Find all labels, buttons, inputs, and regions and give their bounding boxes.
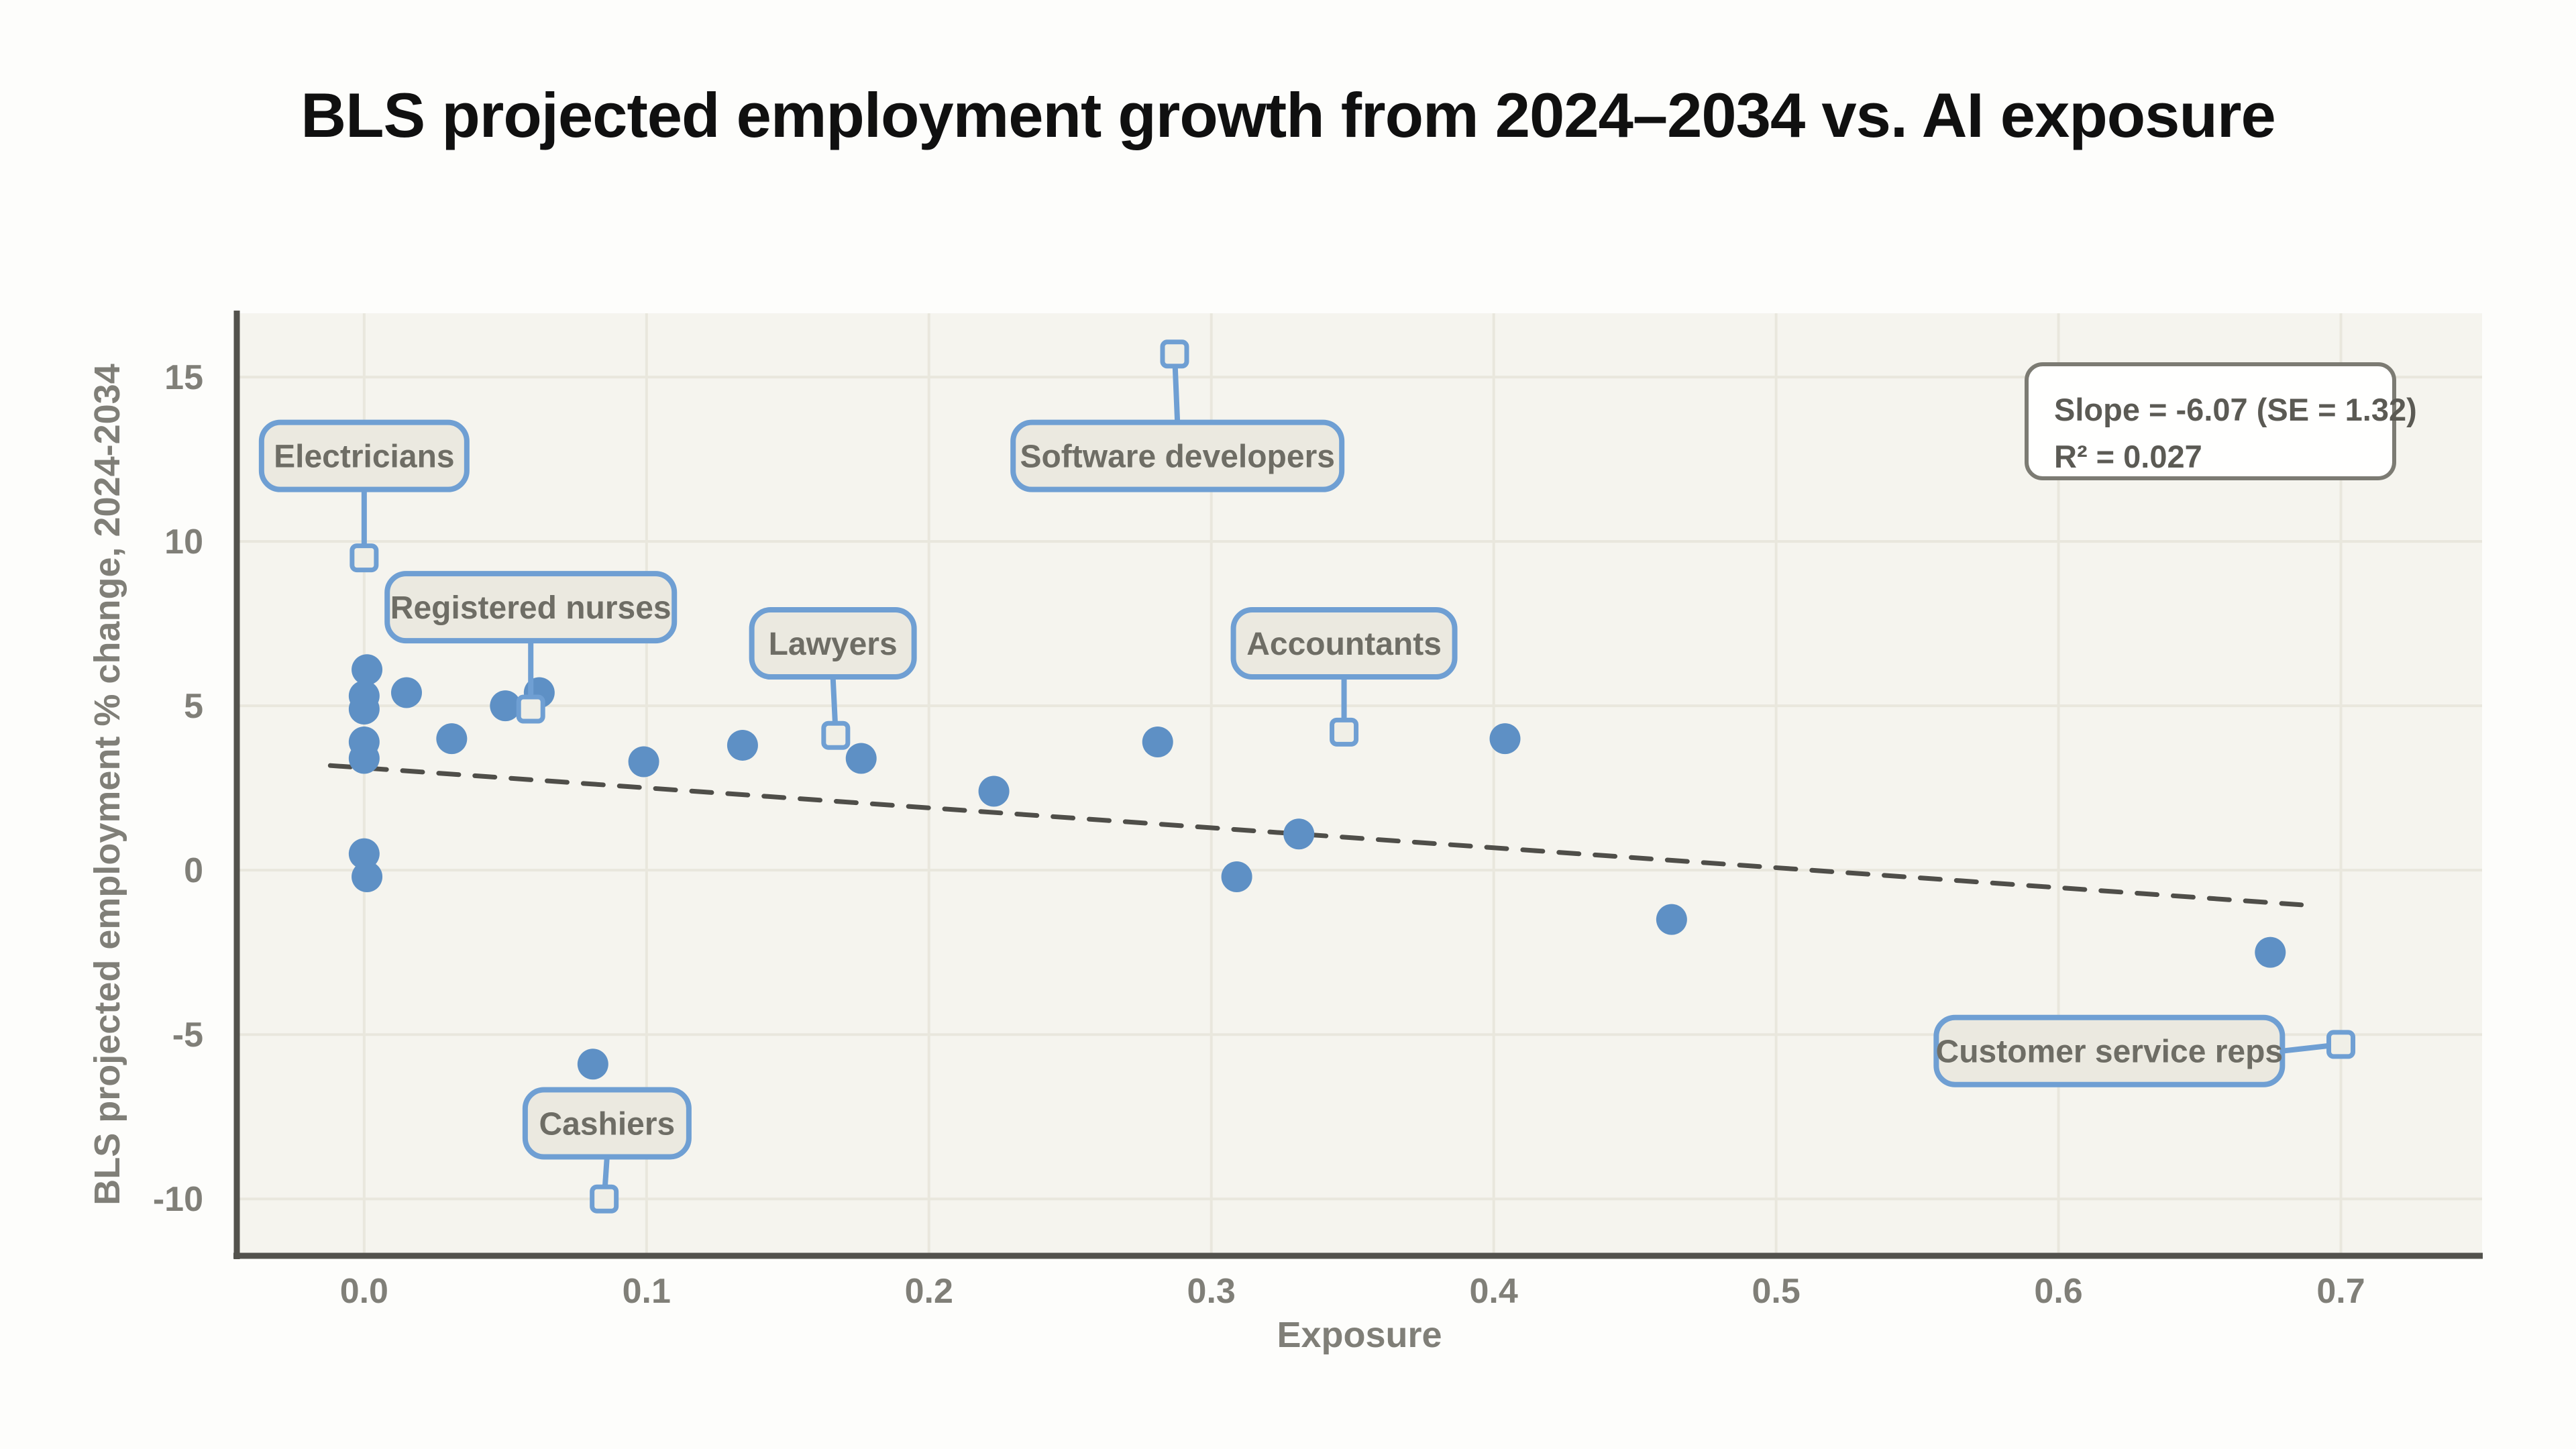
annotation-label-text: Lawyers xyxy=(769,627,898,662)
data-point xyxy=(490,690,521,722)
annotation-label-text: Customer service reps xyxy=(1936,1034,2284,1070)
data-point xyxy=(727,729,758,761)
annotation-label-box xyxy=(258,419,470,492)
stats-slope-text: Slope = -6.07 (SE = 1.32) xyxy=(2054,392,2417,427)
annotation-label-box xyxy=(522,1087,692,1160)
data-point xyxy=(348,694,380,725)
annotation-cashiers: Cashiers xyxy=(522,1087,692,1214)
annotation-point-marker xyxy=(590,1184,619,1214)
x-tick-label-0.7: 0.7 xyxy=(2316,1272,2365,1311)
chart-title: BLS projected employment growth from 202… xyxy=(301,80,2275,150)
data-point xyxy=(2255,936,2286,968)
annotation-label-text: Registered nurses xyxy=(390,590,672,626)
data-point xyxy=(390,677,422,708)
x-axis-label: Exposure xyxy=(1277,1315,1442,1355)
annotation-electricians: Electricians xyxy=(258,419,470,573)
data-point xyxy=(1221,861,1252,892)
annotation-point-marker xyxy=(2326,1030,2356,1059)
data-point xyxy=(628,746,659,777)
y-tick-label-0: 0 xyxy=(184,851,203,890)
annotation-label-box xyxy=(1230,607,1458,680)
x-tick-label-0.3: 0.3 xyxy=(1187,1272,1236,1311)
annotation-label-box xyxy=(1010,419,1345,492)
annotation-label-text: Accountants xyxy=(1246,627,1442,662)
data-point xyxy=(352,654,383,686)
stats-box: Slope = -6.07 (SE = 1.32) R² = 0.027 xyxy=(2025,362,2417,480)
data-point xyxy=(436,723,468,755)
data-point xyxy=(1656,904,1687,935)
data-point xyxy=(348,838,380,869)
annotation-point-marker xyxy=(1160,339,1189,369)
data-point xyxy=(577,1049,608,1080)
annotation-label-box xyxy=(749,607,917,680)
annotation-registered-nurses: Registered nurses xyxy=(384,571,678,724)
stats-r2-text: R² = 0.027 xyxy=(2054,439,2202,474)
annotation-point-marker xyxy=(350,543,379,573)
x-tick-label-0.2: 0.2 xyxy=(905,1272,953,1311)
annotation-label-box xyxy=(1933,1014,2286,1087)
data-point xyxy=(1142,727,1173,758)
annotation-label-text: Cashiers xyxy=(539,1107,675,1142)
data-point xyxy=(1283,818,1315,850)
y-tick-label-10: 10 xyxy=(164,523,203,561)
data-point xyxy=(845,743,877,774)
annotation-point-marker xyxy=(1330,717,1359,747)
y-tick-label--5: -5 xyxy=(172,1016,203,1055)
data-point xyxy=(978,775,1010,807)
annotation-label-box xyxy=(384,571,678,644)
y-tick-label--10: -10 xyxy=(153,1180,203,1219)
annotation-lawyers: Lawyers xyxy=(749,607,917,750)
annotation-point-marker xyxy=(516,694,545,724)
x-tick-label-0.0: 0.0 xyxy=(340,1272,388,1311)
stats-box-frame xyxy=(2025,362,2396,480)
annotation-label-text: Software developers xyxy=(1020,439,1335,475)
x-tick-label-0.4: 0.4 xyxy=(1470,1272,1518,1311)
y-axis-label: BLS projected employment % change, 2024-… xyxy=(87,364,127,1205)
annotation-accountants: Accountants xyxy=(1230,607,1458,747)
trend-line xyxy=(327,763,2304,908)
y-tick-label-5: 5 xyxy=(184,687,203,726)
data-point xyxy=(348,743,380,774)
y-tick-label-15: 15 xyxy=(164,358,203,397)
annotation-point-marker xyxy=(821,720,851,750)
data-point xyxy=(352,861,383,892)
x-tick-label-0.5: 0.5 xyxy=(1752,1272,1800,1311)
x-tick-label-0.1: 0.1 xyxy=(623,1272,671,1311)
annotation-label-text: Electricians xyxy=(274,439,454,475)
x-tick-label-0.6: 0.6 xyxy=(2034,1272,2082,1311)
annotation-software-developers: Software developers xyxy=(1010,339,1345,492)
annotation-customer-service-reps: Customer service reps xyxy=(1933,1014,2356,1087)
data-point xyxy=(1489,723,1521,755)
